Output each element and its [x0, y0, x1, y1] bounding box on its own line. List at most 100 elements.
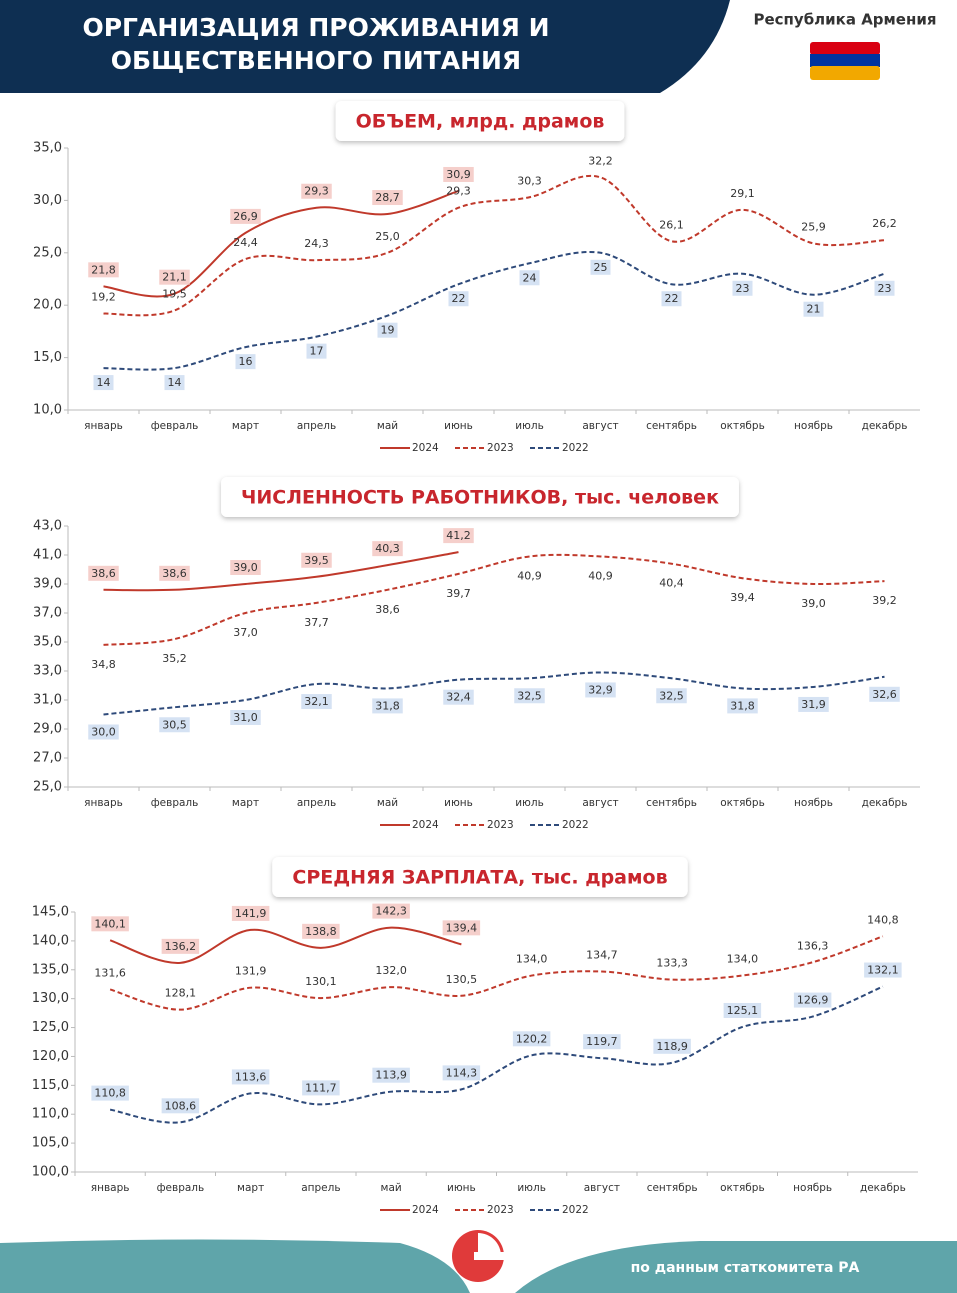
- data-label: 38,6: [162, 567, 187, 580]
- data-label-bg: [306, 343, 327, 359]
- y-tick-label: 115,0: [32, 1078, 69, 1093]
- x-tick-label: апрель: [297, 420, 336, 432]
- legend-label: 2022: [562, 442, 589, 454]
- data-label: 40,4: [659, 577, 684, 590]
- data-label: 125,1: [727, 1004, 759, 1017]
- y-tick-label: 31,0: [33, 693, 62, 708]
- data-label-bg: [723, 1002, 762, 1018]
- data-label: 26,1: [659, 218, 684, 231]
- data-label-bg: [302, 1080, 340, 1096]
- x-tick-label: январь: [84, 420, 123, 432]
- data-label: 111,7: [305, 1081, 337, 1094]
- data-label-bg: [443, 689, 474, 705]
- data-label: 136,2: [165, 940, 197, 953]
- data-label: 126,9: [797, 994, 829, 1007]
- data-label: 134,0: [727, 953, 759, 966]
- data-label: 17: [310, 345, 324, 358]
- data-label: 114,3: [446, 1066, 478, 1079]
- country: Республика Армения: [754, 11, 937, 29]
- x-tick-label: октябрь: [720, 1182, 765, 1194]
- data-label: 21: [807, 303, 821, 316]
- data-label-bg: [377, 322, 398, 338]
- series-line: [109, 935, 884, 1011]
- x-tick-label: март: [232, 797, 259, 809]
- x-tick-label: май: [377, 420, 398, 432]
- data-label-bg: [443, 528, 474, 544]
- data-label: 119,7: [586, 1035, 618, 1048]
- legend-label: 2024: [412, 442, 439, 454]
- x-tick-label: май: [381, 1182, 402, 1194]
- series-line: [103, 174, 885, 317]
- data-label: 32,5: [659, 689, 684, 702]
- y-tick-label: 125,0: [32, 1020, 69, 1035]
- data-label-bg: [653, 1038, 691, 1054]
- flag: [810, 42, 880, 80]
- data-label: 132,1: [867, 964, 899, 977]
- y-tick-label: 110,0: [32, 1107, 69, 1122]
- x-tick-label: февраль: [151, 797, 199, 809]
- chart-title-box: [221, 477, 739, 517]
- data-label: 30,9: [446, 168, 471, 181]
- data-label-bg: [159, 717, 190, 733]
- series-line: [103, 553, 885, 646]
- data-label-bg: [442, 920, 481, 936]
- data-label-bg: [372, 903, 410, 919]
- data-label: 30,0: [91, 726, 116, 739]
- data-label-bg: [88, 724, 119, 740]
- data-label: 31,0: [233, 711, 258, 724]
- data-label-bg: [864, 962, 902, 978]
- data-label: 110,8: [94, 1087, 126, 1100]
- y-tick-label: 25,0: [33, 780, 62, 795]
- data-label-bg: [443, 166, 474, 182]
- y-tick-label: 10,0: [33, 403, 62, 418]
- data-label: 22: [665, 292, 679, 305]
- y-tick-label: 39,0: [33, 577, 62, 592]
- data-label: 32,4: [446, 691, 471, 704]
- data-label: 39,2: [872, 594, 897, 607]
- x-tick-label: август: [584, 1182, 620, 1194]
- legend-label: 2023: [487, 442, 514, 454]
- legend-label: 2024: [412, 1204, 439, 1216]
- y-tick-label: 105,0: [32, 1136, 69, 1151]
- data-label: 19,5: [162, 287, 187, 300]
- data-label: 30,3: [517, 174, 542, 187]
- data-label: 131,9: [235, 965, 267, 978]
- data-label: 32,9: [588, 683, 613, 696]
- data-label-bg: [448, 291, 469, 307]
- data-label-bg: [91, 1085, 129, 1101]
- data-label-bg: [372, 1067, 410, 1083]
- data-label: 14: [97, 376, 111, 389]
- data-label: 32,6: [872, 688, 897, 701]
- data-label: 29,3: [446, 185, 471, 198]
- y-tick-label: 15,0: [33, 350, 62, 365]
- y-tick-label: 35,0: [33, 141, 62, 156]
- data-label: 133,3: [656, 957, 688, 970]
- data-label-bg: [514, 688, 545, 704]
- data-label-bg: [585, 682, 616, 698]
- data-label: 132,0: [375, 964, 407, 977]
- data-label-bg: [88, 565, 119, 581]
- data-label: 24: [523, 271, 537, 284]
- data-label: 26,9: [233, 210, 258, 223]
- y-tick-label: 33,0: [33, 664, 62, 679]
- data-label: 16: [239, 355, 253, 368]
- data-label-bg: [93, 375, 114, 391]
- x-tick-label: март: [232, 420, 259, 432]
- data-label-bg: [793, 992, 832, 1008]
- data-label: 31,8: [730, 699, 755, 712]
- x-tick-label: ноябрь: [794, 420, 833, 432]
- legend-label: 2022: [562, 1204, 589, 1216]
- y-tick-label: 100,0: [32, 1165, 69, 1180]
- data-label-bg: [159, 565, 190, 581]
- x-tick-label: июнь: [444, 797, 473, 809]
- data-label-bg: [798, 696, 829, 712]
- data-label: 37,0: [233, 626, 258, 639]
- data-label: 130,5: [446, 973, 478, 986]
- header-title: ОБЩЕСТВЕННОГО ПИТАНИЯ: [111, 46, 521, 75]
- data-label: 23: [736, 282, 750, 295]
- data-label-bg: [230, 208, 261, 224]
- data-label: 140,1: [94, 917, 126, 930]
- data-label: 38,6: [375, 603, 400, 616]
- data-label-bg: [302, 923, 340, 939]
